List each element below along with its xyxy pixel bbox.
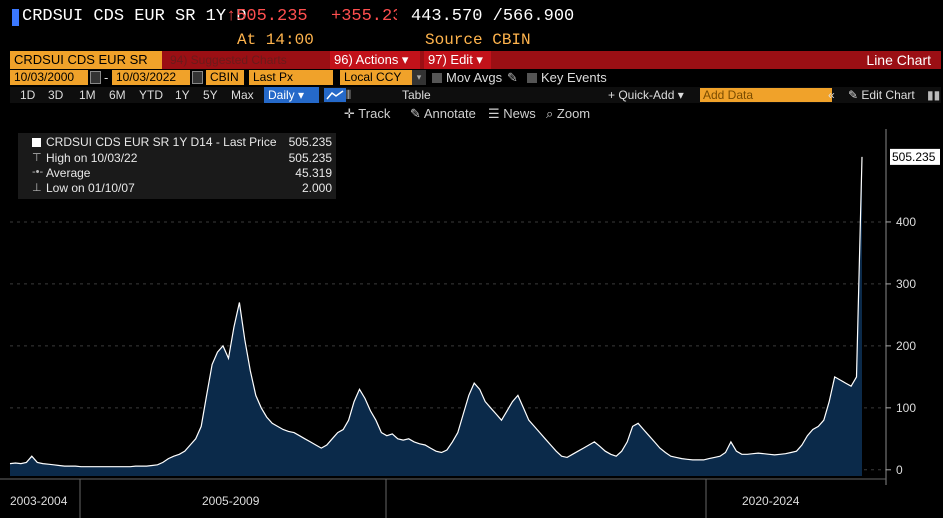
bar-chart-icon[interactable]: ⫴: [346, 88, 352, 102]
field-select[interactable]: Last Px: [249, 70, 333, 85]
y-tick-label: 300: [896, 277, 916, 291]
period-6m[interactable]: 6M: [109, 88, 126, 102]
last-value-label: 505.235: [892, 150, 936, 164]
security-subheader: At 14:00 Source CBIN: [0, 30, 943, 50]
x-axis: 2003-2004 2005-2009 2020-2024: [0, 478, 886, 518]
crosshair-icon: ✛: [344, 106, 355, 121]
price-change: +355.23: [331, 7, 397, 26]
legend-high-label: High on 10/03/22: [46, 151, 138, 165]
pencil-icon: ✎: [410, 106, 421, 121]
period-bar: 1D 3D 1M 6M YTD 1Y 5Y Max Daily ▾ ⫴ Tabl…: [10, 87, 941, 103]
suggested-charts-button[interactable]: 94) Suggested Charts: [170, 53, 287, 67]
period-max[interactable]: Max: [231, 88, 254, 102]
legend-average: -•- Average 45.319: [18, 166, 336, 181]
mov-avgs-checkbox[interactable]: [432, 73, 442, 83]
as-of-time: At 14:00: [237, 31, 314, 49]
zoom-label: Zoom: [556, 106, 591, 121]
chart-legend: CRDSUI CDS EUR SR 1Y D14 - Last Price 50…: [18, 133, 336, 199]
security-header: CRDSUI CDS EUR SR 1Y D ↑505.235 +355.23 …: [0, 0, 943, 30]
low-marker-icon: ⊥: [32, 182, 42, 194]
magnifier-icon: ⌕: [546, 106, 554, 121]
date-separator: -: [104, 70, 109, 85]
y-tick-label: 100: [896, 401, 916, 415]
legend-low-label: Low on 01/10/07: [46, 181, 135, 195]
security-flag-icon: [12, 9, 19, 26]
period-5y[interactable]: 5Y: [203, 88, 218, 102]
pencil-icon[interactable]: ✎: [507, 70, 518, 85]
edit-chart-button[interactable]: ✎ Edit Chart: [848, 88, 915, 102]
mov-avgs-label[interactable]: Mov Avgs: [446, 70, 503, 85]
chart-gridlines: [10, 221, 886, 471]
end-date-input[interactable]: 10/03/2022: [112, 70, 190, 85]
legend-low: ⊥ Low on 01/10/07 2.000: [18, 181, 336, 196]
period-1y[interactable]: 1Y: [175, 88, 190, 102]
y-tick-label: 200: [896, 339, 916, 353]
start-date-input[interactable]: 10/03/2000: [10, 70, 88, 85]
collapse-icon[interactable]: «: [828, 88, 835, 102]
low-high-range: 443.570 /566.900: [411, 7, 575, 26]
pencil-icon: ✎: [848, 88, 859, 102]
y-tick-label: 400: [896, 215, 916, 229]
average-marker-icon: -•-: [32, 166, 44, 178]
start-calendar-icon[interactable]: [90, 71, 101, 84]
actions-menu[interactable]: 96) Actions ▾: [330, 51, 420, 69]
x-section-label: 2003-2004: [10, 494, 68, 508]
chart-settings-row: 10/03/2000 - 10/03/2022 CBIN Last Px Loc…: [0, 70, 943, 87]
legend-high: ⊤ High on 10/03/22 505.235: [18, 151, 336, 166]
line-chart-icon[interactable]: [324, 88, 346, 102]
end-calendar-icon[interactable]: [192, 71, 203, 84]
news-tool[interactable]: ☰ News: [488, 106, 536, 122]
y-tick-label: 0: [896, 463, 903, 477]
track-label: Track: [358, 106, 391, 121]
zoom-tool[interactable]: ⌕ Zoom: [546, 106, 590, 122]
price-line: [9, 156, 863, 468]
series-swatch: [32, 138, 41, 147]
ticker-field[interactable]: CRDSUI CDS EUR SR: [10, 51, 162, 69]
y-axis: 0 100 200 300 400 505.235: [885, 129, 940, 485]
price-area: [10, 156, 862, 476]
period-1m[interactable]: 1M: [79, 88, 96, 102]
news-icon: ☰: [488, 106, 500, 121]
legend-average-label: Average: [46, 166, 91, 180]
high-marker-icon: ⊤: [32, 152, 42, 164]
currency-select[interactable]: Local CCY: [340, 70, 412, 85]
legend-series-value: 505.235: [288, 135, 332, 149]
frequency-select[interactable]: Daily ▾: [264, 87, 319, 103]
edit-menu[interactable]: 97) Edit ▾: [424, 51, 491, 69]
key-events-label[interactable]: Key Events: [541, 70, 607, 85]
table-button[interactable]: Table: [402, 88, 431, 102]
legend-average-value: 45.319: [295, 166, 332, 180]
legend-series-label: CRDSUI CDS EUR SR 1Y D14 - Last Price: [46, 135, 277, 149]
track-tool[interactable]: ✛ Track: [344, 106, 390, 122]
chart-type-title: Line Chart: [866, 52, 931, 68]
edit-chart-label: Edit Chart: [861, 88, 915, 102]
add-data-input[interactable]: Add Data: [700, 88, 832, 102]
period-1d[interactable]: 1D: [20, 88, 36, 102]
annotate-label: Annotate: [423, 106, 476, 121]
price-source: Source CBIN: [425, 31, 531, 49]
period-3d[interactable]: 3D: [48, 88, 64, 102]
news-label: News: [503, 106, 536, 121]
key-events-checkbox[interactable]: [527, 73, 537, 83]
annotate-tool[interactable]: ✎ Annotate: [410, 106, 476, 122]
last-price: ↑505.235: [226, 7, 308, 26]
quick-add-button[interactable]: + Quick-Add ▾: [608, 88, 684, 102]
currency-dropdown-icon[interactable]: ▾: [412, 70, 426, 85]
function-bar: CRDSUI CDS EUR SR 94) Suggested Charts 9…: [10, 51, 941, 69]
legend-series[interactable]: CRDSUI CDS EUR SR 1Y D14 - Last Price 50…: [18, 135, 336, 150]
legend-low-value: 2.000: [301, 181, 332, 195]
period-ytd[interactable]: YTD: [139, 88, 163, 102]
source-input[interactable]: CBIN: [206, 70, 244, 85]
last-value-tag: [890, 148, 940, 165]
x-section-label: 2005-2009: [202, 494, 260, 508]
settings-icon[interactable]: ▮▮: [927, 88, 941, 102]
x-section-label: 2020-2024: [742, 494, 800, 508]
security-name: CRDSUI CDS EUR SR 1Y D: [22, 7, 247, 26]
legend-high-value: 505.235: [288, 151, 332, 165]
